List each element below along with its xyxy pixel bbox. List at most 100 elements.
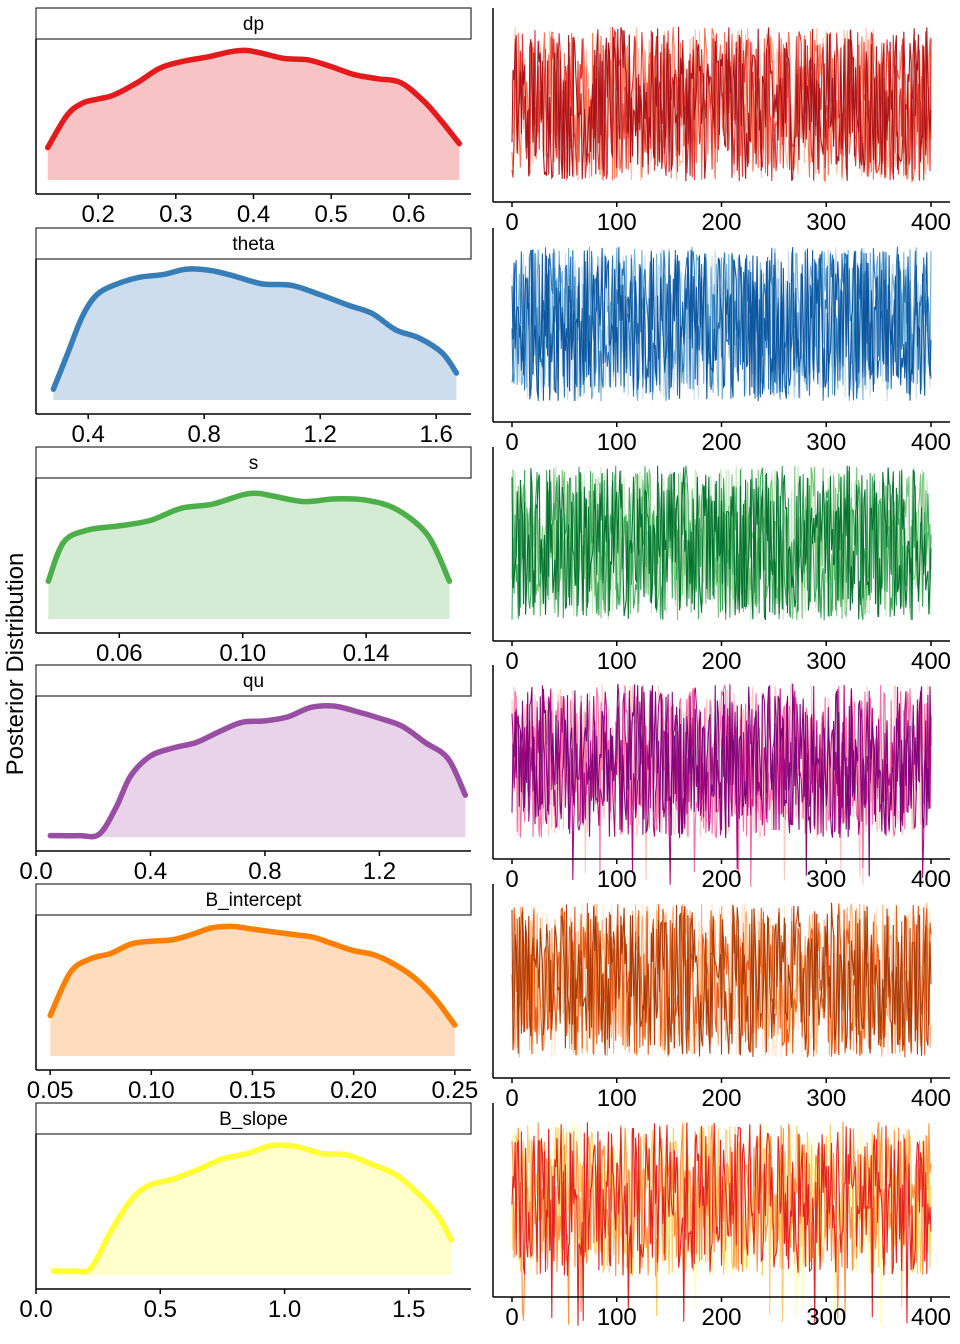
trace-chain-4 xyxy=(511,683,932,877)
density-area xyxy=(48,493,450,619)
x-tick-label: 200 xyxy=(701,648,741,675)
x-tick-label: 100 xyxy=(597,648,637,675)
x-tick-label: 0 xyxy=(505,429,518,456)
x-tick-label: 300 xyxy=(806,648,846,675)
density-line xyxy=(45,490,453,584)
x-tick-label: 100 xyxy=(597,209,637,236)
x-tick-label: 0.0 xyxy=(19,858,52,885)
facet-strip xyxy=(35,227,472,260)
x-tick-label: 1.0 xyxy=(268,1296,301,1323)
x-tick-label: 100 xyxy=(597,1304,637,1331)
x-tick-label: 0.0 xyxy=(19,1296,52,1323)
density-panel-qu: qu 0.0 0.4 0.8 1.2 xyxy=(19,664,472,885)
facet-strip xyxy=(35,7,472,40)
trace-chain-4 xyxy=(511,247,932,402)
x-tick-label: 0.15 xyxy=(229,1077,276,1104)
trace-panel-qu: 0 100 200 300 400 xyxy=(492,665,951,893)
facet-strip xyxy=(35,664,472,697)
facet-title: s xyxy=(249,453,259,474)
x-tick-label: 400 xyxy=(911,866,951,893)
density-panel-theta: theta 0.4 0.8 1.2 1.6 xyxy=(35,227,472,448)
facet-title: qu xyxy=(243,671,264,692)
density-line xyxy=(50,266,460,392)
trace-panel-dp: 0 100 200 300 400 xyxy=(492,8,951,236)
density-panel-s: s 0.06 0.10 0.14 xyxy=(35,446,472,667)
density-line xyxy=(50,1142,454,1275)
density-area xyxy=(47,50,460,180)
x-tick-label: 300 xyxy=(806,429,846,456)
x-tick-label: 0.10 xyxy=(219,640,266,667)
x-tick-label: 0 xyxy=(505,648,518,675)
density-panel-dp: dp 0.2 0.3 0.4 0.5 0.6 xyxy=(35,7,472,228)
facet-title: dp xyxy=(243,14,264,35)
trace-chain-3 xyxy=(511,27,932,182)
x-tick-label: 0.4 xyxy=(237,201,270,228)
x-tick-label: 0.4 xyxy=(72,421,105,448)
x-tick-label: 200 xyxy=(701,1304,741,1331)
x-tick-label: 0.14 xyxy=(343,640,390,667)
x-tick-label: 300 xyxy=(806,866,846,893)
trace-chain-4 xyxy=(511,465,932,621)
x-tick-label: 0.06 xyxy=(96,640,143,667)
density-area xyxy=(53,1144,452,1275)
facet-strip xyxy=(35,883,472,916)
facet-strip xyxy=(35,446,472,479)
x-tick-label: 0.5 xyxy=(314,201,347,228)
density-line xyxy=(44,47,463,151)
density-area xyxy=(50,705,466,837)
x-tick-label: 0.05 xyxy=(27,1077,74,1104)
x-tick-label: 1.6 xyxy=(420,421,453,448)
y-axis-label: Posterior Distribution xyxy=(2,552,29,776)
x-tick-label: 0.5 xyxy=(144,1296,177,1323)
x-tick-label: 100 xyxy=(597,429,637,456)
density-area xyxy=(53,268,457,400)
x-tick-label: 0.25 xyxy=(431,1077,478,1104)
x-tick-label: 0.4 xyxy=(134,858,167,885)
facet-title: B_slope xyxy=(219,1109,288,1130)
x-tick-label: 0.6 xyxy=(392,201,425,228)
x-tick-label: 200 xyxy=(701,866,741,893)
x-tick-label: 200 xyxy=(701,209,741,236)
x-tick-label: 0 xyxy=(505,209,518,236)
x-tick-label: 400 xyxy=(911,1085,951,1112)
x-tick-label: 1.2 xyxy=(363,858,396,885)
trace-panel-s: 0 100 200 300 400 xyxy=(492,447,951,675)
density-line xyxy=(47,923,458,1028)
density-line xyxy=(47,702,469,840)
x-tick-label: 400 xyxy=(911,648,951,675)
trace-chain-4 xyxy=(511,26,932,182)
density-panel-B_slope: B_slope 0.0 0.5 1.0 1.5 xyxy=(19,1102,472,1323)
x-tick-label: 300 xyxy=(806,1085,846,1112)
trace-panel-theta: 0 100 200 300 400 xyxy=(492,228,951,456)
x-tick-label: 400 xyxy=(911,429,951,456)
trace-chain-4 xyxy=(511,1122,932,1326)
x-tick-label: 200 xyxy=(701,1085,741,1112)
facet-strip xyxy=(35,1102,472,1135)
x-tick-label: 1.5 xyxy=(392,1296,425,1323)
x-tick-label: 0.2 xyxy=(81,201,114,228)
x-tick-label: 100 xyxy=(597,1085,637,1112)
trace-panel-B_slope: 0 100 200 300 400 xyxy=(492,1103,951,1331)
x-tick-label: 300 xyxy=(806,1304,846,1331)
x-tick-label: 400 xyxy=(911,209,951,236)
facet-title: B_intercept xyxy=(205,890,302,911)
x-tick-label: 0.3 xyxy=(159,201,192,228)
trace-chain-4 xyxy=(511,902,932,1057)
density-area xyxy=(50,926,455,1056)
x-tick-label: 1.2 xyxy=(304,421,337,448)
x-tick-label: 0.8 xyxy=(248,858,281,885)
x-tick-label: 0 xyxy=(505,1085,518,1112)
x-tick-label: 300 xyxy=(806,209,846,236)
x-tick-label: 0.8 xyxy=(188,421,221,448)
x-tick-label: 100 xyxy=(597,866,637,893)
facet-title: theta xyxy=(232,234,275,255)
x-tick-label: 0.20 xyxy=(330,1077,377,1104)
trace-panel-B_intercept: 0 100 200 300 400 xyxy=(492,884,951,1112)
x-tick-label: 0 xyxy=(505,866,518,893)
trace-chain-2 xyxy=(511,246,932,402)
x-tick-label: 0.10 xyxy=(128,1077,175,1104)
density-panel-B_intercept: B_intercept 0.05 0.10 0.15 0.20 0.25 xyxy=(27,883,478,1104)
x-tick-label: 400 xyxy=(911,1304,951,1331)
x-tick-label: 200 xyxy=(701,429,741,456)
